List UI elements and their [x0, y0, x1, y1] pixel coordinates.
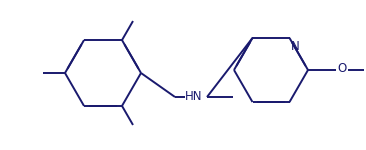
Text: HN: HN	[185, 90, 202, 102]
Text: N: N	[291, 40, 299, 53]
Text: O: O	[337, 63, 346, 75]
